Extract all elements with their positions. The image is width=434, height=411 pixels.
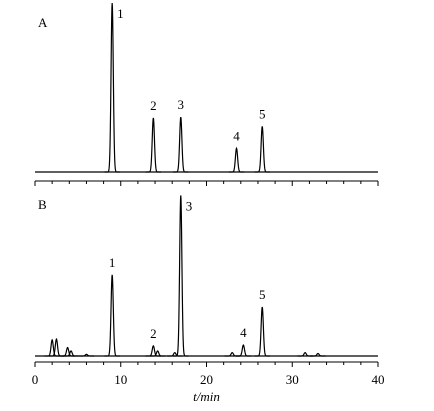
peak xyxy=(254,306,270,357)
peak xyxy=(59,346,76,357)
peak xyxy=(104,274,120,357)
peak xyxy=(63,350,79,357)
peak-label: 5 xyxy=(259,287,266,302)
peak xyxy=(173,116,189,173)
peak xyxy=(235,344,252,357)
peak xyxy=(149,350,166,357)
peak xyxy=(145,344,162,357)
peak xyxy=(104,2,120,173)
x-tick-label: 40 xyxy=(372,372,385,387)
peak-label: 1 xyxy=(117,6,124,21)
peak xyxy=(78,353,95,357)
peak-label: 5 xyxy=(259,106,266,121)
panel-label: A xyxy=(38,15,48,30)
x-tick-label: 10 xyxy=(114,372,127,387)
peak xyxy=(167,351,183,357)
peak-label: 4 xyxy=(240,325,247,340)
peak-label: 2 xyxy=(150,98,157,113)
peak-label: 2 xyxy=(150,326,157,341)
peak-label: 1 xyxy=(109,255,116,270)
peak xyxy=(254,126,270,173)
x-tick-label: 0 xyxy=(32,372,39,387)
peak xyxy=(228,146,245,173)
peak xyxy=(145,117,162,173)
peak xyxy=(310,352,326,357)
peak-label: 4 xyxy=(233,128,240,143)
peak-label: 3 xyxy=(186,198,193,213)
x-axis-label: t/min xyxy=(193,389,220,404)
x-tick-label: 30 xyxy=(286,372,299,387)
peak-label: 3 xyxy=(178,97,185,112)
panel-label: B xyxy=(38,197,47,212)
peak xyxy=(44,338,60,357)
peak xyxy=(173,195,189,357)
x-tick-label: 20 xyxy=(200,372,213,387)
